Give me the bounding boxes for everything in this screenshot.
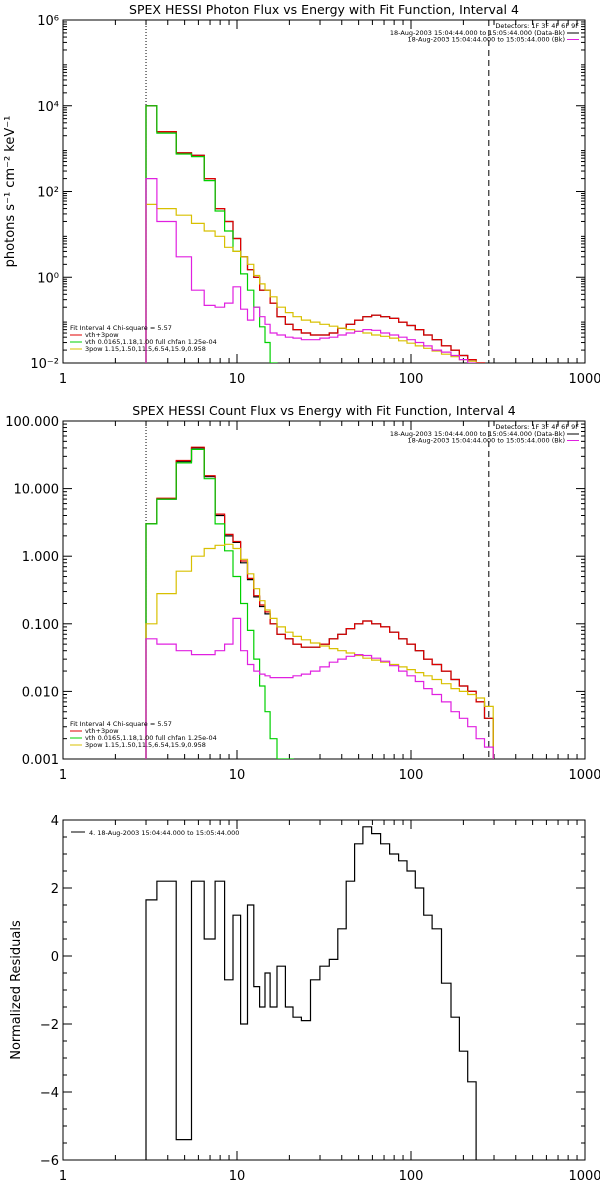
- plot-frame: [62, 819, 586, 1161]
- x-tick-label: 1000: [568, 372, 600, 387]
- y-tick-label: 10⁴: [37, 100, 59, 115]
- legend-entry: 4. 18-Aug-2003 15:04:44.000 to 15:05:44.…: [89, 829, 239, 837]
- legend-header: Detectors: 1F 3F 4F 6F 9F: [495, 22, 579, 30]
- x-tick-label: 1000: [568, 1169, 600, 1184]
- legend-entry: vth+3pow: [85, 727, 119, 735]
- legend-entry: 3pow 1.15,1.50,11.5,6.54,15.9,0.958: [85, 741, 206, 749]
- y-tick-label: 10⁻²: [30, 357, 59, 372]
- x-tick-label: 1: [59, 1169, 67, 1184]
- legend-entry: vth 0.0165,1.18,1.00 full chfan 1.25e-04: [85, 338, 217, 346]
- legend-entry: 18-Aug-2003 15:04:44.000 to 15:05:44.000…: [390, 430, 565, 438]
- legend-entry: 3pow 1.15,1.50,11.5,6.54,15.9,0.958: [85, 345, 206, 353]
- x-tick-label: 10: [229, 1169, 246, 1184]
- series-line-0: [145, 105, 494, 363]
- chart-title: SPEX HESSI Count Flux vs Energy with Fit…: [132, 403, 515, 418]
- series-line-0: [145, 447, 494, 759]
- chart-panel-1: 1 10 100 1000 10⁻² 10⁰ 10² 10⁴ 10⁶ SPEX HESSI Pho…: [3, 2, 600, 387]
- y-tick-label: 10²: [37, 186, 59, 201]
- legend-header: Fit Interval 4 Chi-square = 5.57: [70, 720, 172, 728]
- y-tick-label: 0.001: [22, 753, 59, 768]
- legend-entry: 18-Aug-2003 15:04:44.000 to 15:05:44.000…: [408, 437, 565, 445]
- legend-entry: vth 0.0165,1.18,1.00 full chfan 1.25e-04: [85, 734, 217, 742]
- series-line-0: [145, 826, 494, 1160]
- y-axis-label: photons s⁻¹ cm⁻² keV⁻¹: [3, 116, 18, 268]
- series-line-4: [145, 178, 494, 363]
- chart-title: SPEX HESSI Photon Flux vs Energy with Fi…: [129, 2, 519, 17]
- series-line-3: [145, 203, 494, 363]
- series-line-1: [145, 105, 494, 363]
- legend-entry: vth+3pow: [85, 331, 119, 339]
- chart-panel-2: 1 10 100 1000 0.001 0.010 0.100 1.000 10.000 100.…: [5, 403, 600, 783]
- y-tick-label: 2: [51, 882, 59, 897]
- legend-entry: 18-Aug-2003 15:04:44.000 to 15:05:44.000…: [390, 29, 565, 37]
- y-tick-label: 10⁰: [37, 271, 59, 286]
- y-tick-label: 100.000: [5, 415, 59, 430]
- y-tick-label: 0.010: [22, 685, 59, 700]
- x-tick-label: 100: [399, 768, 424, 783]
- y-tick-label: 0: [51, 950, 59, 965]
- plot-frame: [62, 19, 586, 364]
- x-tick-label: 100: [399, 1169, 424, 1184]
- y-tick-label: 0.100: [22, 618, 59, 633]
- y-tick-label: −4: [40, 1086, 59, 1101]
- x-tick-label: 10: [229, 768, 246, 783]
- x-tick-label: 1: [59, 372, 67, 387]
- y-tick-label: 1.000: [22, 550, 59, 565]
- plot-frame: [62, 420, 586, 760]
- x-tick-label: 10: [229, 372, 246, 387]
- y-tick-label: 4: [51, 814, 59, 829]
- y-tick-label: 10⁶: [37, 14, 59, 29]
- series-line-1: [145, 446, 494, 759]
- series-line-3: [145, 543, 494, 759]
- series-line-4: [145, 617, 494, 759]
- legend-header: Fit Interval 4 Chi-square = 5.57: [70, 324, 172, 332]
- chart-panel-3: 1 10 100 1000 −6 −4 −2 0 2 4 Normalized Residuals 4…: [9, 814, 600, 1184]
- x-tick-label: 1000: [568, 768, 600, 783]
- y-tick-label: 10.000: [14, 483, 60, 498]
- x-tick-label: 100: [399, 372, 424, 387]
- x-tick-label: 1: [59, 768, 67, 783]
- y-tick-label: −2: [40, 1018, 59, 1033]
- legend-header: Detectors: 1F 3F 4F 6F 9F: [495, 423, 579, 431]
- series-line-2: [145, 105, 295, 363]
- y-tick-label: −6: [40, 1154, 59, 1169]
- series-line-2: [145, 448, 294, 759]
- legend-entry: 18-Aug-2003 15:04:44.000 to 15:05:44.000…: [408, 36, 565, 44]
- y-axis-label: Normalized Residuals: [9, 920, 24, 1060]
